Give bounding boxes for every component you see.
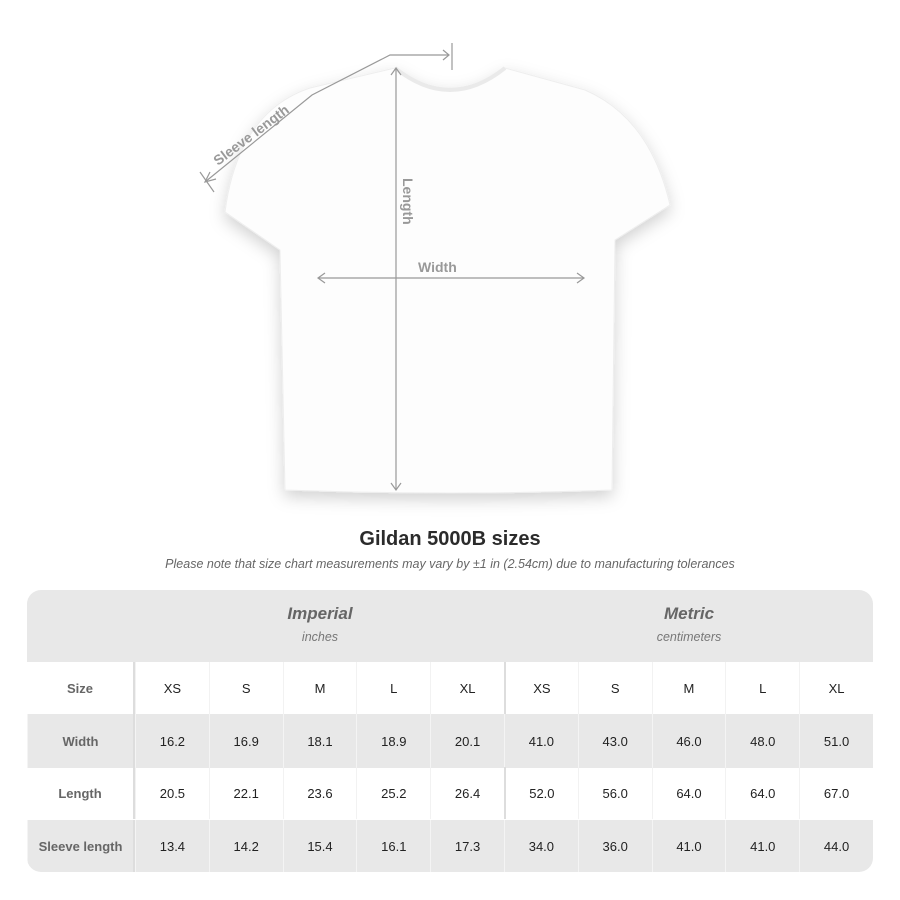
table-cell: 17.3 <box>430 820 504 872</box>
table-cell: 41.0 <box>503 714 578 768</box>
table-cell: 13.4 <box>135 820 209 872</box>
metric-unit: centimeters <box>656 630 722 644</box>
sleeve-length-line <box>204 54 449 183</box>
table-cell: 52.0 <box>503 767 578 819</box>
table-cell: 48.0 <box>725 714 799 768</box>
length-label: Length <box>400 178 416 225</box>
table-cell: 34.0 <box>503 820 578 872</box>
table-cell: 44.0 <box>799 820 873 872</box>
table-cell: 36.0 <box>577 820 652 872</box>
table-cell: 64.0 <box>651 767 726 819</box>
row-label: Width <box>27 714 135 768</box>
table-cell: M <box>282 662 357 714</box>
table-cell: 51.0 <box>799 714 873 768</box>
table-cell: 15.4 <box>282 820 357 872</box>
imperial-heading: Imperial <box>287 604 353 623</box>
table-cell: 64.0 <box>725 767 799 819</box>
table-cell: 23.6 <box>282 767 357 819</box>
imperial-unit: inches <box>301 630 339 644</box>
table-cell: 22.1 <box>208 767 283 819</box>
row-label: Sleeve length <box>27 820 135 872</box>
table-cell: 14.2 <box>208 820 283 872</box>
table-cell: 20.1 <box>430 714 504 768</box>
unit-header-band: Imperial inches Metric centimeters <box>27 590 873 662</box>
table-cell: 20.5 <box>135 767 209 819</box>
table-cell: L <box>356 662 430 714</box>
table-cell: L <box>725 662 799 714</box>
table-row: Length 20.5 22.1 23.6 25.2 26.4 52.0 56.0 64.0 64… <box>27 767 873 819</box>
table-cell: 56.0 <box>577 767 652 819</box>
row-label: Length <box>27 767 135 819</box>
table-cell: 16.9 <box>208 714 283 768</box>
tshirt-shape <box>224 67 671 494</box>
table-cell: S <box>208 662 283 714</box>
table-row: Width 16.2 16.9 18.1 18.9 20.1 41.0 43.0 46.0 48.… <box>27 714 873 768</box>
table-cell: 18.1 <box>282 714 357 768</box>
table-cell: 46.0 <box>651 714 726 768</box>
table-cell: 16.1 <box>356 820 430 872</box>
table-cell: 41.0 <box>651 820 726 872</box>
table-cell: 26.4 <box>430 767 504 819</box>
metric-header: Metric centimeters <box>505 604 873 644</box>
row-label: Size <box>27 662 135 714</box>
imperial-header: Imperial inches <box>135 604 505 644</box>
table-cell: XL <box>430 662 504 714</box>
tshirt-diagram: Sleeve length Length Width <box>199 43 671 494</box>
size-header-row: Size XS S M L XL XS S M L XL <box>27 662 873 714</box>
table-cell: S <box>577 662 652 714</box>
table-cell: 41.0 <box>725 820 799 872</box>
metric-heading: Metric <box>663 604 715 623</box>
width-label: Width <box>418 259 457 275</box>
collar <box>393 66 507 92</box>
table-cell: 18.9 <box>356 714 430 768</box>
table-cell: XS <box>503 662 578 714</box>
table-cell: XL <box>799 662 873 714</box>
table-cell: 43.0 <box>577 714 652 768</box>
table-cell: M <box>651 662 726 714</box>
tolerance-note: Please note that size chart measurements… <box>165 557 735 571</box>
table-cell: 25.2 <box>356 767 430 819</box>
table-cell: 67.0 <box>799 767 873 819</box>
table-row: Sleeve length 13.4 14.2 15.4 16.1 17.3 34.0 36.… <box>27 820 873 872</box>
page-title: Gildan 5000B sizes <box>359 528 541 550</box>
size-table: Imperial inches Metric centimeters Size X… <box>27 590 873 872</box>
table-cell: XS <box>135 662 209 714</box>
table-cell: 16.2 <box>135 714 209 768</box>
